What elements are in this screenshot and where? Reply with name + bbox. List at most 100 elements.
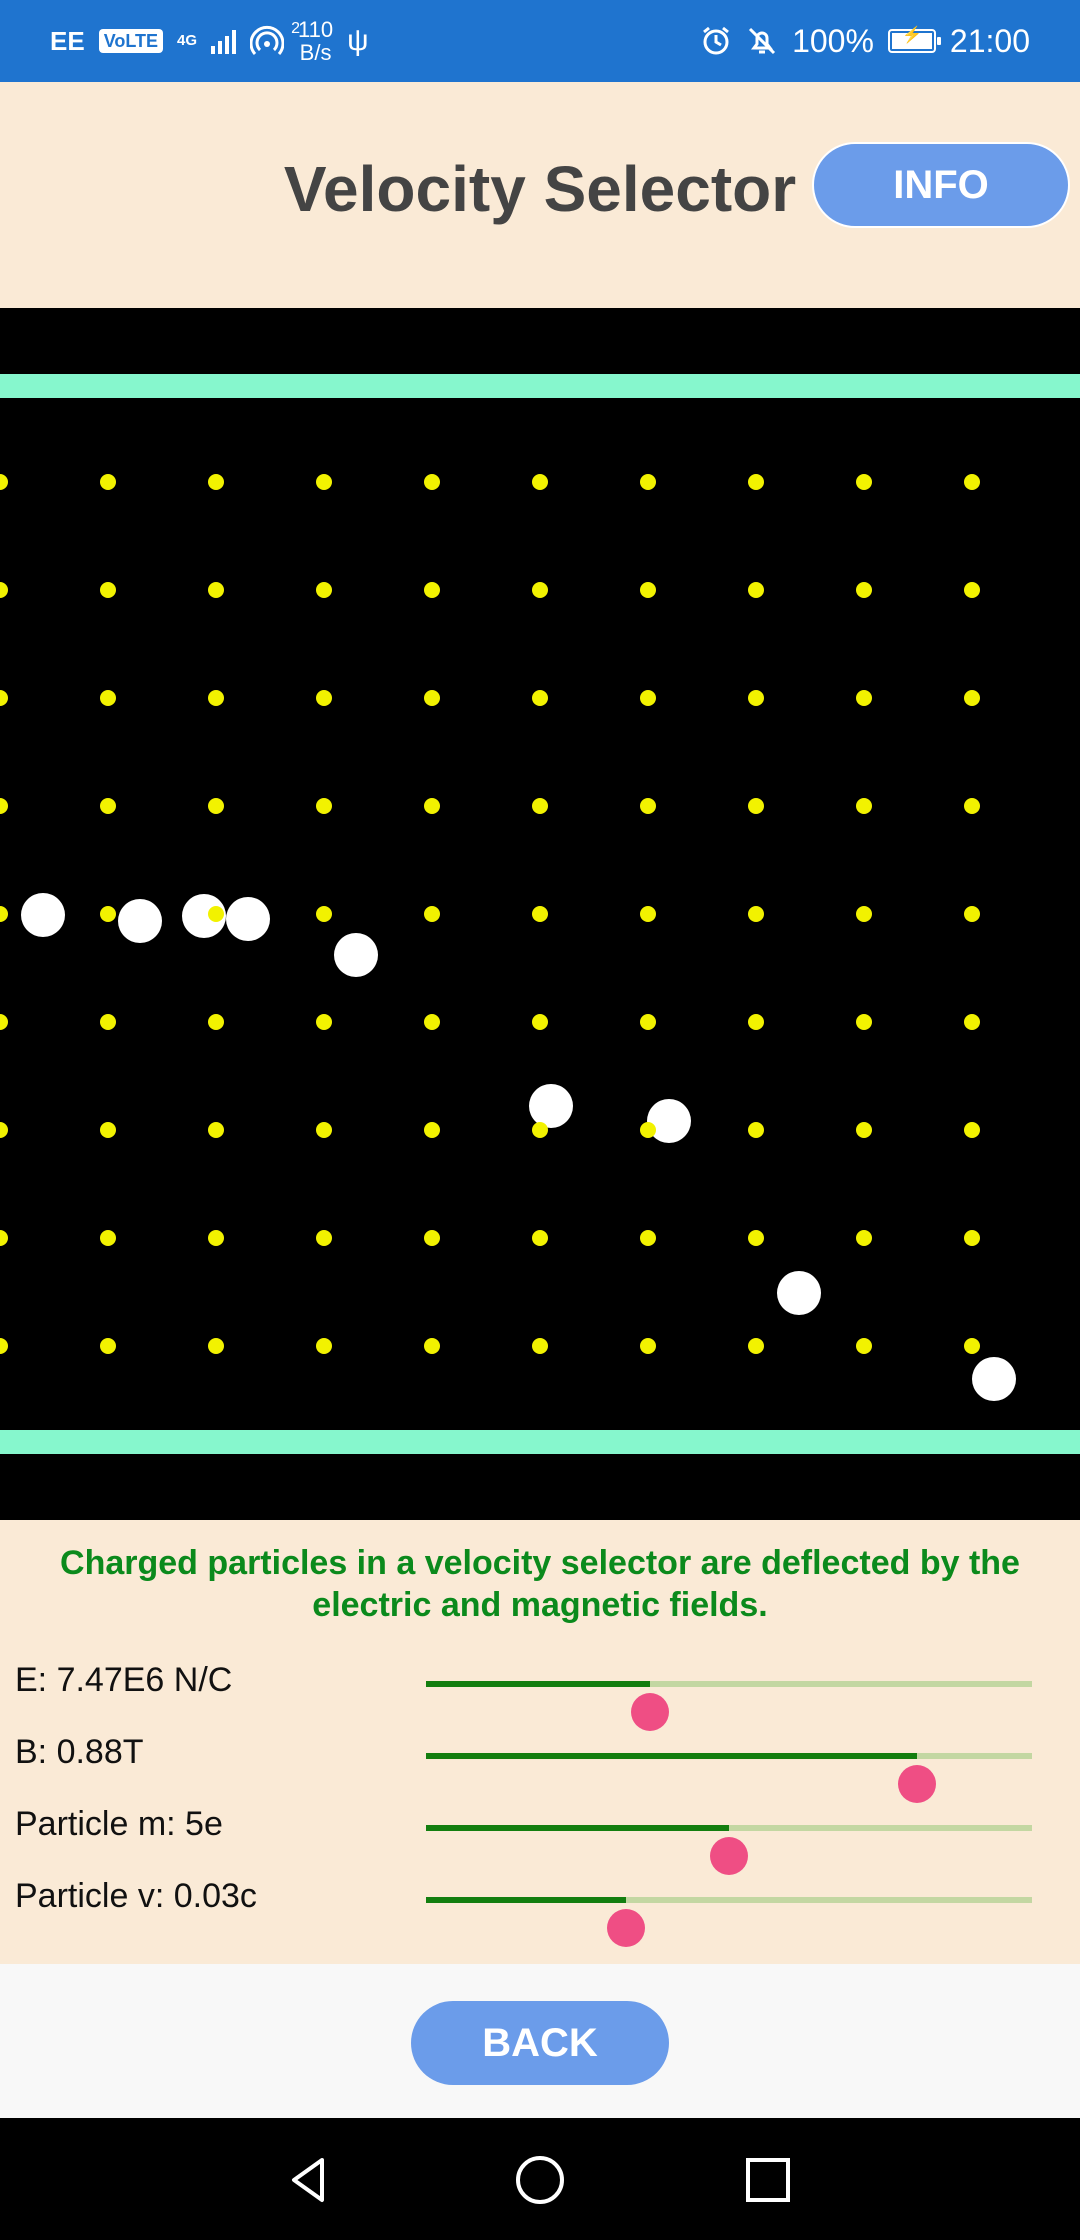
field-dot bbox=[964, 1338, 980, 1354]
field-dot bbox=[964, 1230, 980, 1246]
field-dot bbox=[748, 474, 764, 490]
usb-icon: ψ bbox=[347, 24, 369, 57]
battery-charging-icon: ⚡ bbox=[887, 27, 941, 53]
recents-square-icon[interactable] bbox=[740, 2152, 796, 2208]
home-circle-icon[interactable] bbox=[512, 2152, 568, 2208]
particle bbox=[21, 893, 65, 937]
field-dot bbox=[100, 582, 116, 598]
field-dot bbox=[532, 798, 548, 814]
field-dot bbox=[0, 1230, 8, 1246]
battery-percent: 100% bbox=[792, 22, 874, 59]
speed-value: 110 bbox=[298, 17, 334, 42]
field-dot bbox=[532, 1014, 548, 1030]
volte-badge: VoLTE bbox=[98, 29, 164, 53]
field-dot bbox=[748, 1014, 764, 1030]
field-dot bbox=[100, 906, 116, 922]
field-dot bbox=[640, 906, 656, 922]
velocity-selector-simulation[interactable] bbox=[0, 308, 1080, 1520]
particle-mass-row: Particle m: 5e bbox=[0, 1797, 1080, 1875]
field-dot bbox=[640, 474, 656, 490]
field-dot bbox=[316, 1122, 332, 1138]
field-dot bbox=[316, 906, 332, 922]
network-type-icon: 4G bbox=[177, 32, 198, 49]
particle-mass-label: Particle m: 5e bbox=[15, 1805, 223, 1843]
field-dot bbox=[316, 690, 332, 706]
electric-field-row: E: 7.47E6 N/C bbox=[0, 1653, 1080, 1731]
clock: 21:00 bbox=[949, 22, 1030, 59]
field-dot bbox=[964, 1122, 980, 1138]
slider-thumb[interactable] bbox=[606, 1909, 645, 1947]
back-triangle-icon[interactable] bbox=[282, 2152, 338, 2208]
field-dot bbox=[856, 582, 872, 598]
field-dot bbox=[856, 1014, 872, 1030]
slider-thumb[interactable] bbox=[897, 1765, 936, 1803]
field-dot bbox=[532, 1122, 548, 1138]
field-dot bbox=[424, 1338, 440, 1354]
field-dot bbox=[0, 798, 8, 814]
particle bbox=[972, 1357, 1016, 1401]
field-dot bbox=[316, 1014, 332, 1030]
signal-icon bbox=[211, 28, 237, 54]
field-dot bbox=[316, 582, 332, 598]
field-dot bbox=[316, 798, 332, 814]
field-dot bbox=[640, 1230, 656, 1246]
field-dot bbox=[964, 1014, 980, 1030]
bottom-plate bbox=[0, 1430, 1080, 1454]
field-dot bbox=[640, 1014, 656, 1030]
field-dot bbox=[100, 798, 116, 814]
field-dot bbox=[100, 474, 116, 490]
particle-velocity-row: Particle v: 0.03c bbox=[0, 1869, 1080, 1947]
slider-fill bbox=[426, 1681, 651, 1687]
muted-bell-icon bbox=[749, 27, 776, 55]
field-dot bbox=[964, 690, 980, 706]
magnetic-field-slider[interactable] bbox=[426, 1753, 1032, 1803]
field-dot bbox=[748, 1338, 764, 1354]
field-dot bbox=[208, 1122, 224, 1138]
field-dot bbox=[532, 1230, 548, 1246]
field-dot bbox=[0, 474, 8, 490]
field-dot bbox=[0, 906, 8, 922]
status-right: 100% ⚡ 21:00 bbox=[700, 18, 1030, 64]
field-dot bbox=[532, 582, 548, 598]
field-dot bbox=[640, 1122, 656, 1138]
field-dot bbox=[0, 1014, 8, 1030]
field-dot bbox=[964, 798, 980, 814]
field-dot bbox=[856, 798, 872, 814]
field-dot bbox=[0, 690, 8, 706]
particle bbox=[647, 1099, 691, 1143]
field-dot bbox=[856, 690, 872, 706]
field-dot bbox=[424, 798, 440, 814]
slider-thumb[interactable] bbox=[631, 1693, 670, 1731]
field-dot bbox=[964, 582, 980, 598]
back-button[interactable]: BACK bbox=[411, 2001, 669, 2085]
field-dot bbox=[532, 1338, 548, 1354]
particle bbox=[334, 933, 378, 977]
electric-field-slider[interactable] bbox=[426, 1681, 1032, 1731]
network-speed: 110 B/s bbox=[298, 18, 333, 64]
field-dot bbox=[640, 1338, 656, 1354]
field-dot bbox=[0, 582, 8, 598]
particle-velocity-slider[interactable] bbox=[426, 1897, 1032, 1947]
field-dot bbox=[640, 798, 656, 814]
field-dot bbox=[748, 906, 764, 922]
field-dot bbox=[964, 906, 980, 922]
status-bar: EE VoLTE 4G 2 110 B/s ψ bbox=[0, 0, 1080, 82]
slider-fill bbox=[426, 1753, 917, 1759]
field-dot bbox=[208, 474, 224, 490]
field-dot bbox=[856, 906, 872, 922]
particle-mass-slider[interactable] bbox=[426, 1825, 1032, 1875]
field-dot bbox=[424, 690, 440, 706]
particle bbox=[529, 1084, 573, 1128]
field-dot bbox=[0, 1122, 8, 1138]
hotspot-count: 2 bbox=[291, 20, 301, 37]
field-dot bbox=[208, 1338, 224, 1354]
field-dot bbox=[208, 1230, 224, 1246]
field-dot bbox=[100, 1122, 116, 1138]
field-dot bbox=[856, 474, 872, 490]
page-title: Velocity Selector bbox=[283, 153, 797, 225]
slider-fill bbox=[426, 1897, 626, 1903]
slider-thumb[interactable] bbox=[710, 1837, 748, 1875]
field-dot bbox=[424, 582, 440, 598]
field-dot bbox=[532, 690, 548, 706]
info-button[interactable]: INFO bbox=[812, 142, 1070, 228]
